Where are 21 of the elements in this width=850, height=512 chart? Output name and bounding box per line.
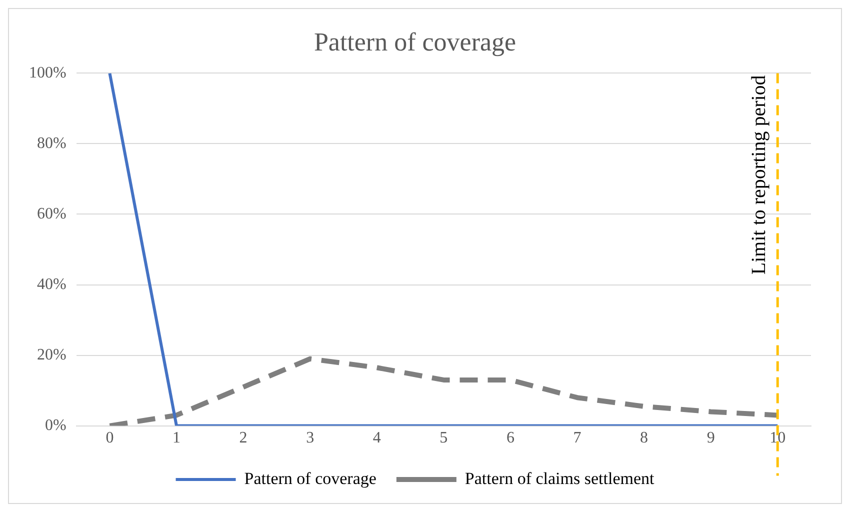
ref-line-label: Limit to reporting period <box>748 75 770 275</box>
x-tick-label: 1 <box>172 430 181 447</box>
x-tick-label: 4 <box>372 430 381 447</box>
y-tick-label: 40% <box>37 276 66 293</box>
y-tick-label: 60% <box>37 205 66 222</box>
x-tick-label: 5 <box>440 430 448 447</box>
x-tick-label: 7 <box>573 430 582 447</box>
x-tick-label: 10 <box>770 430 786 447</box>
x-tick-label: 9 <box>706 430 715 447</box>
chart-title: Pattern of coverage <box>314 27 516 56</box>
legend-label: Pattern of claims settlement <box>464 468 655 488</box>
y-tick-label: 20% <box>37 346 66 364</box>
x-tick-label: 8 <box>640 430 648 447</box>
x-tick-label: 0 <box>106 430 114 447</box>
y-tick-label: 80% <box>37 134 66 152</box>
x-tick-label: 6 <box>506 430 514 447</box>
y-tick-label: 0% <box>45 417 66 434</box>
y-tick-label: 100% <box>29 64 66 82</box>
x-tick-label: 3 <box>306 430 314 447</box>
x-tick-label: 2 <box>239 430 248 447</box>
legend-label: Pattern of coverage <box>244 468 376 488</box>
